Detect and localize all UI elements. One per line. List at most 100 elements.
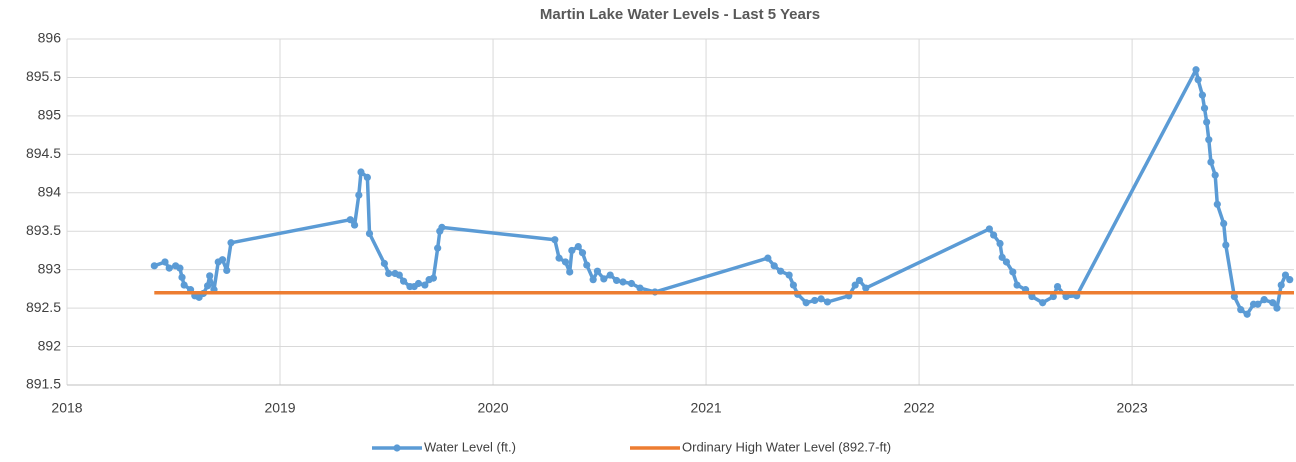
data-point [1194, 76, 1202, 84]
data-point [180, 281, 188, 289]
y-tick-label: 895 [38, 107, 62, 123]
data-point [350, 221, 359, 229]
data-point [178, 273, 186, 281]
data-point [1243, 310, 1251, 318]
data-point [777, 267, 785, 275]
data-point [1220, 219, 1228, 228]
data-point [434, 244, 442, 252]
y-tick-label: 893 [38, 260, 62, 276]
data-point [150, 262, 158, 270]
data-point [561, 258, 570, 266]
data-point [985, 225, 993, 233]
data-point [811, 296, 819, 305]
x-tick-label: 2021 [690, 400, 721, 416]
data-point [399, 277, 408, 285]
data-point [555, 254, 563, 262]
data-point [429, 274, 437, 282]
data-point [789, 281, 798, 289]
data-point [363, 173, 371, 181]
data-point [817, 295, 825, 303]
data-point [1200, 104, 1209, 112]
data-point [568, 246, 576, 255]
data-point [395, 271, 403, 279]
data-point [851, 281, 859, 289]
data-point [227, 239, 235, 247]
data-point [1049, 292, 1057, 301]
data-point [593, 267, 602, 275]
data-point [1205, 136, 1213, 144]
data-point [1028, 292, 1036, 301]
y-tick-label: 895.5 [26, 68, 61, 84]
data-point [355, 191, 363, 199]
y-tick-label: 891.5 [26, 376, 61, 392]
data-point [627, 279, 636, 288]
data-point [574, 243, 582, 251]
data-point [385, 269, 393, 278]
data-point [583, 261, 591, 269]
data-point [1009, 268, 1017, 276]
data-point [357, 168, 365, 176]
data-point [206, 272, 214, 280]
data-point [551, 236, 559, 244]
data-point [1053, 282, 1062, 291]
x-tick-label: 2022 [904, 400, 935, 416]
data-point [1273, 304, 1281, 312]
data-point [421, 281, 429, 289]
data-point [1286, 276, 1294, 284]
data-point [1211, 171, 1219, 179]
data-point [438, 223, 446, 231]
data-point [1281, 271, 1290, 279]
data-point [785, 271, 793, 279]
data-point [636, 284, 644, 292]
x-tick-label: 2023 [1117, 400, 1148, 416]
data-point [223, 266, 231, 275]
data-point [1269, 299, 1277, 307]
data-point [1237, 306, 1245, 314]
series-line [153, 68, 1292, 317]
legend-marker [393, 444, 401, 452]
y-tick-label: 894 [38, 183, 62, 199]
y-tick-label: 892.5 [26, 299, 61, 315]
data-point [380, 259, 389, 268]
data-point [1198, 91, 1207, 99]
y-tick-label: 892 [38, 337, 62, 353]
data-point [346, 216, 354, 224]
data-point [998, 253, 1006, 261]
data-point [589, 276, 597, 284]
data-point [165, 264, 173, 272]
data-point [1277, 281, 1285, 289]
data-point [1260, 296, 1268, 304]
data-point [203, 282, 212, 290]
data-point [823, 298, 832, 306]
data-point [1013, 281, 1021, 289]
data-point [1192, 66, 1200, 74]
data-point [1207, 158, 1215, 166]
data-point [855, 276, 864, 285]
data-point [606, 271, 614, 279]
data-point [414, 279, 423, 288]
data-point [619, 278, 627, 286]
data-point [862, 284, 870, 292]
data-point [600, 275, 608, 283]
data-point [1002, 258, 1011, 266]
data-point [1230, 292, 1238, 301]
data-point [612, 276, 621, 285]
data-point [764, 254, 772, 262]
x-tick-label: 2020 [477, 400, 508, 416]
data-point [1213, 200, 1221, 208]
legend-label: Ordinary High Water Level (892.7-ft) [682, 439, 891, 454]
y-tick-label: 893.5 [26, 222, 61, 238]
data-point [1254, 300, 1262, 308]
data-point [802, 299, 810, 307]
data-point [578, 249, 587, 257]
data-point [176, 264, 184, 272]
legend-label: Water Level (ft.) [424, 439, 516, 454]
data-point [1039, 299, 1047, 307]
data-point [365, 229, 374, 238]
data-point [1203, 118, 1211, 126]
data-point [566, 268, 574, 276]
y-tick-label: 896 [38, 30, 62, 46]
data-point [1222, 241, 1230, 249]
data-point [990, 231, 998, 239]
